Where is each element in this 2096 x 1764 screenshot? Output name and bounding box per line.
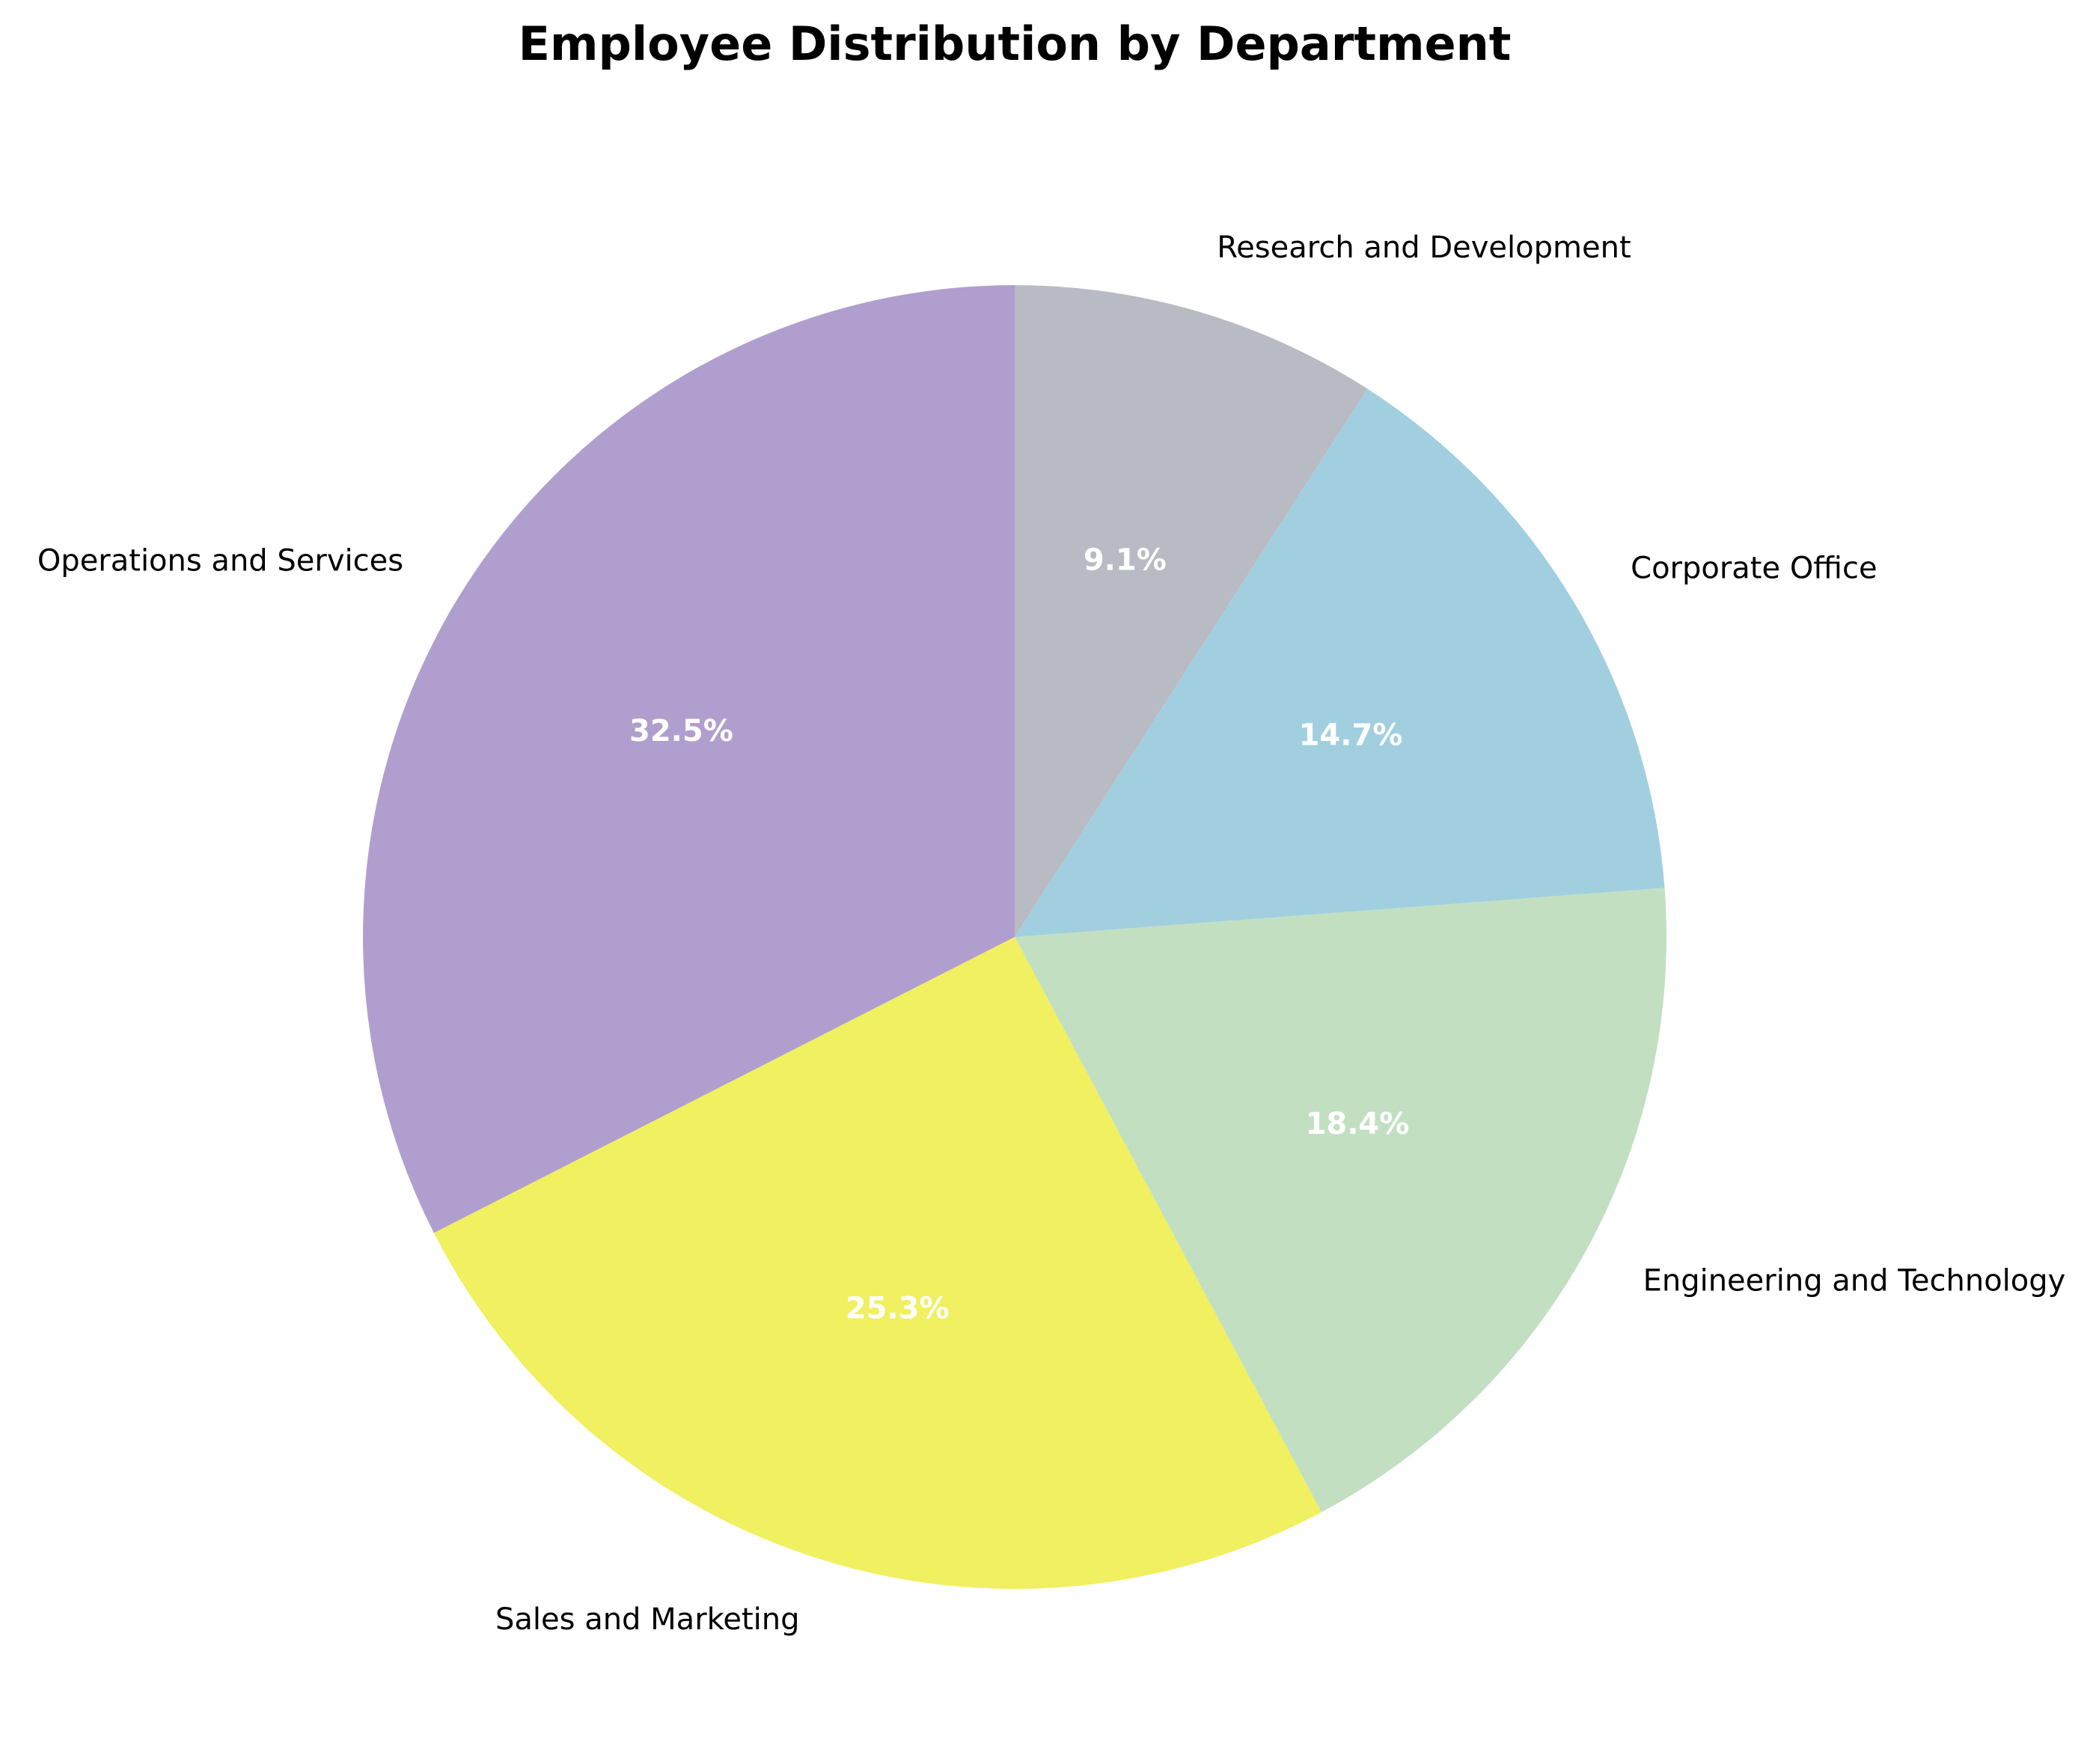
slice-label-0: Operations and Services bbox=[37, 543, 403, 578]
slice-label-2: Engineering and Technology bbox=[1643, 1264, 2066, 1298]
slice-label-4: Research and Development bbox=[1217, 231, 1631, 265]
slice-label-3: Corporate Office bbox=[1631, 552, 1877, 586]
pie-slice-4 bbox=[1015, 285, 1368, 937]
pie-slice-0 bbox=[362, 285, 1015, 1233]
slice-percent-0: 32.5% bbox=[629, 714, 733, 748]
pie-slice-1 bbox=[433, 937, 1322, 1590]
slice-percent-3: 14.7% bbox=[1299, 718, 1403, 753]
slice-percent-2: 18.4% bbox=[1306, 1107, 1410, 1141]
slice-percent-4: 9.1% bbox=[1084, 543, 1167, 578]
pie-slices bbox=[362, 285, 1666, 1590]
pie-labels: Operations and Services 32.5% Sales and Ma… bbox=[37, 231, 2066, 1637]
chart-title: Employee Distribution by Department bbox=[519, 16, 1512, 71]
slice-percent-1: 25.3% bbox=[846, 1292, 950, 1326]
pie-slice-3 bbox=[1015, 388, 1665, 937]
slice-label-1: Sales and Marketing bbox=[495, 1602, 800, 1637]
pie-slice-2 bbox=[1015, 888, 1666, 1513]
